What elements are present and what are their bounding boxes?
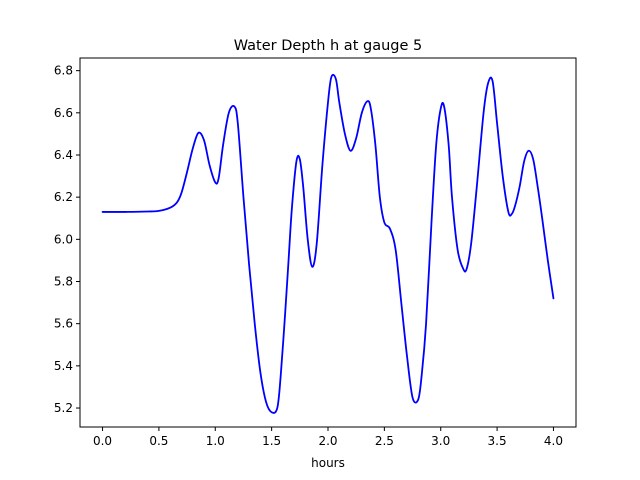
x-axis: 0.0 0.5 1.0 1.5 2.0 2.5 3.0 3.5 4.0 — [93, 427, 563, 448]
x-tick-label: 1.5 — [262, 434, 281, 448]
x-tick-label: 4.0 — [544, 434, 563, 448]
x-tick-label: 1.0 — [206, 434, 225, 448]
y-tick-label: 5.4 — [54, 359, 73, 373]
series-line — [101, 73, 555, 414]
x-tick-label: 2.5 — [375, 434, 394, 448]
y-tick-label: 6.2 — [54, 190, 73, 204]
y-axis: 5.2 5.4 5.6 5.8 6.0 6.2 6.4 6.6 6.8 — [54, 64, 80, 415]
y-tick-label: 6.4 — [54, 148, 73, 162]
y-tick-label: 5.6 — [54, 317, 73, 331]
x-axis-label: hours — [311, 456, 345, 470]
y-tick-label: 5.2 — [54, 401, 73, 415]
chart-title: Water Depth h at gauge 5 — [234, 38, 422, 54]
axes-frame — [79, 57, 577, 428]
y-tick-label: 5.8 — [54, 275, 73, 289]
x-tick-label: 0.0 — [93, 434, 112, 448]
y-tick-label: 6.6 — [54, 106, 73, 120]
y-tick-label: 6.8 — [54, 64, 73, 78]
x-tick-label: 0.5 — [149, 434, 168, 448]
x-tick-label: 2.0 — [318, 434, 337, 448]
x-tick-label: 3.0 — [431, 434, 450, 448]
y-tick-label: 6.0 — [54, 232, 73, 246]
x-tick-label: 3.5 — [488, 434, 507, 448]
